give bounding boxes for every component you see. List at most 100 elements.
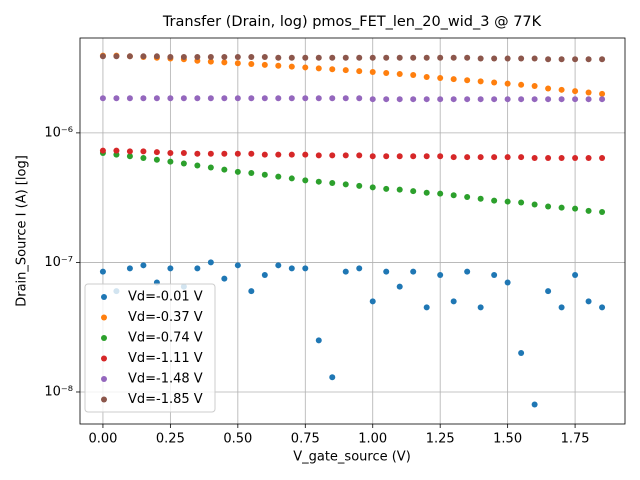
point — [288, 265, 295, 272]
point — [248, 288, 255, 295]
point — [234, 168, 241, 175]
point — [261, 171, 268, 178]
point — [491, 154, 498, 161]
point — [180, 149, 187, 156]
point — [126, 153, 133, 160]
point — [477, 78, 484, 85]
point — [356, 95, 363, 102]
point — [140, 148, 147, 155]
point — [140, 53, 147, 60]
point — [356, 152, 363, 159]
point — [410, 54, 417, 61]
point — [234, 54, 241, 61]
point — [545, 203, 552, 210]
point — [491, 55, 498, 62]
point — [518, 199, 525, 206]
point — [113, 95, 120, 102]
point — [531, 83, 538, 90]
point — [423, 54, 430, 61]
point — [545, 56, 552, 63]
point — [437, 153, 444, 160]
point — [356, 265, 363, 272]
point — [558, 154, 565, 161]
point — [423, 189, 430, 196]
point — [383, 69, 390, 76]
point — [234, 150, 241, 157]
legend-label: Vd=-0.37 V — [128, 310, 203, 325]
point — [369, 184, 376, 191]
point — [207, 259, 214, 266]
point — [315, 337, 322, 344]
point — [302, 151, 309, 158]
point — [113, 53, 120, 60]
x-tick-label: 1.25 — [426, 432, 455, 447]
point — [99, 268, 106, 275]
point — [369, 54, 376, 61]
point — [275, 95, 282, 102]
point — [261, 54, 268, 61]
point — [302, 265, 309, 272]
y-axis-label: Drain_Source I (A) [log] — [15, 155, 30, 307]
point — [221, 150, 228, 157]
point — [288, 95, 295, 102]
point — [167, 265, 174, 272]
point — [356, 68, 363, 75]
point — [329, 66, 336, 73]
point — [194, 54, 201, 61]
point — [234, 60, 241, 67]
x-tick-label: 0.50 — [223, 432, 252, 447]
point — [572, 154, 579, 161]
plot-frame — [79, 37, 626, 425]
legend-marker — [101, 335, 107, 341]
point — [221, 166, 228, 173]
x-tick-label: 0.00 — [88, 432, 117, 447]
point — [315, 178, 322, 185]
point — [126, 265, 133, 272]
point — [572, 271, 579, 278]
point — [261, 95, 268, 102]
point — [558, 204, 565, 211]
point — [572, 96, 579, 103]
y-tick-label: 10⁻⁷ — [44, 255, 73, 270]
point — [302, 64, 309, 71]
point — [558, 56, 565, 63]
point — [599, 209, 606, 216]
point — [221, 59, 228, 66]
point — [329, 180, 336, 187]
legend: Vd=-0.01 V Vd=-0.37 V Vd=-0.74 V Vd=-1.11 V… — [84, 283, 216, 413]
point — [342, 268, 349, 275]
legend-box — [84, 283, 216, 413]
point — [180, 54, 187, 61]
point — [248, 150, 255, 157]
point — [194, 265, 201, 272]
point — [369, 96, 376, 103]
y-tick-label: 10⁻⁸ — [44, 384, 73, 399]
point — [491, 197, 498, 204]
point — [126, 53, 133, 60]
point — [464, 77, 471, 84]
point — [572, 205, 579, 212]
point — [99, 95, 106, 102]
point — [261, 151, 268, 158]
legend-label: Vd=-1.11 V — [128, 351, 203, 366]
point — [450, 96, 457, 103]
legend-label: Vd=-0.74 V — [128, 331, 203, 346]
legend-label: Vd=-1.85 V — [128, 392, 203, 407]
point — [329, 95, 336, 102]
point — [369, 153, 376, 160]
point — [423, 153, 430, 160]
point — [518, 349, 525, 356]
point — [450, 192, 457, 199]
point — [153, 95, 160, 102]
point — [207, 164, 214, 171]
point — [329, 374, 336, 381]
point — [207, 58, 214, 65]
point — [504, 198, 511, 205]
point — [518, 154, 525, 161]
point — [99, 147, 106, 154]
point — [221, 54, 228, 61]
point — [342, 181, 349, 188]
point — [261, 271, 268, 278]
point — [450, 298, 457, 305]
